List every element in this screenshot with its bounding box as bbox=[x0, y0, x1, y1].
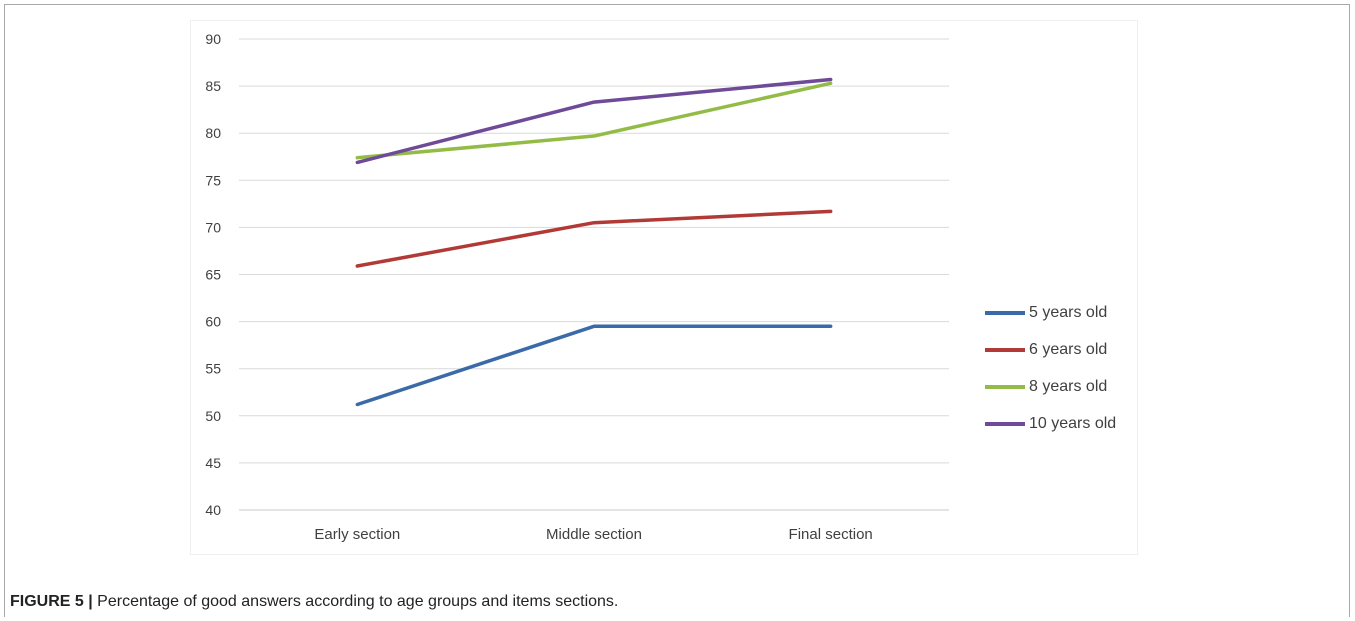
x-tick-label: Middle section bbox=[546, 526, 642, 543]
y-tick-label: 85 bbox=[205, 78, 221, 94]
legend-swatch bbox=[985, 347, 1025, 352]
y-tick-label: 45 bbox=[205, 455, 221, 471]
legend-item: 5 years old bbox=[985, 294, 1155, 331]
figure-caption: FIGURE 5 | Percentage of good answers ac… bbox=[10, 593, 618, 611]
y-tick-label: 50 bbox=[205, 408, 221, 424]
y-tick-label: 80 bbox=[205, 125, 221, 141]
legend-item: 10 years old bbox=[985, 405, 1155, 442]
figure-caption-label: FIGURE 5 | bbox=[10, 593, 93, 610]
chart-legend: 5 years old 6 years old 8 years old 10 year… bbox=[985, 294, 1155, 442]
legend-label: 6 years old bbox=[1029, 340, 1108, 358]
figure-caption-text: Percentage of good answers according to … bbox=[92, 593, 619, 610]
y-tick-label: 75 bbox=[205, 172, 221, 188]
legend-item: 6 years old bbox=[985, 331, 1155, 368]
series-line bbox=[355, 324, 833, 407]
series-line bbox=[355, 209, 833, 268]
x-tick-label: Early section bbox=[314, 526, 400, 543]
legend-swatch bbox=[985, 384, 1025, 389]
legend-swatch bbox=[985, 421, 1025, 426]
legend-swatch bbox=[985, 310, 1025, 315]
legend-item: 8 years old bbox=[985, 368, 1155, 405]
y-tick-label: 90 bbox=[205, 31, 221, 47]
series-line bbox=[355, 81, 833, 160]
legend-label: 5 years old bbox=[1029, 303, 1108, 321]
y-tick-label: 70 bbox=[205, 219, 221, 235]
chart-area: 40 45 50 55 60 65 70 75 80 85 90 Early section Middl… bbox=[190, 20, 1138, 555]
y-tick-label: 65 bbox=[205, 267, 221, 283]
y-tick-label: 60 bbox=[205, 314, 221, 330]
figure-frame bbox=[4, 4, 1350, 617]
y-tick-label: 55 bbox=[205, 361, 221, 377]
y-tick-label: 40 bbox=[205, 502, 221, 518]
x-tick-label: Final section bbox=[789, 526, 873, 543]
legend-label: 10 years old bbox=[1029, 414, 1117, 432]
line-chart: 40 45 50 55 60 65 70 75 80 85 90 Early section Middl… bbox=[205, 31, 949, 543]
legend-label: 8 years old bbox=[1029, 377, 1108, 395]
